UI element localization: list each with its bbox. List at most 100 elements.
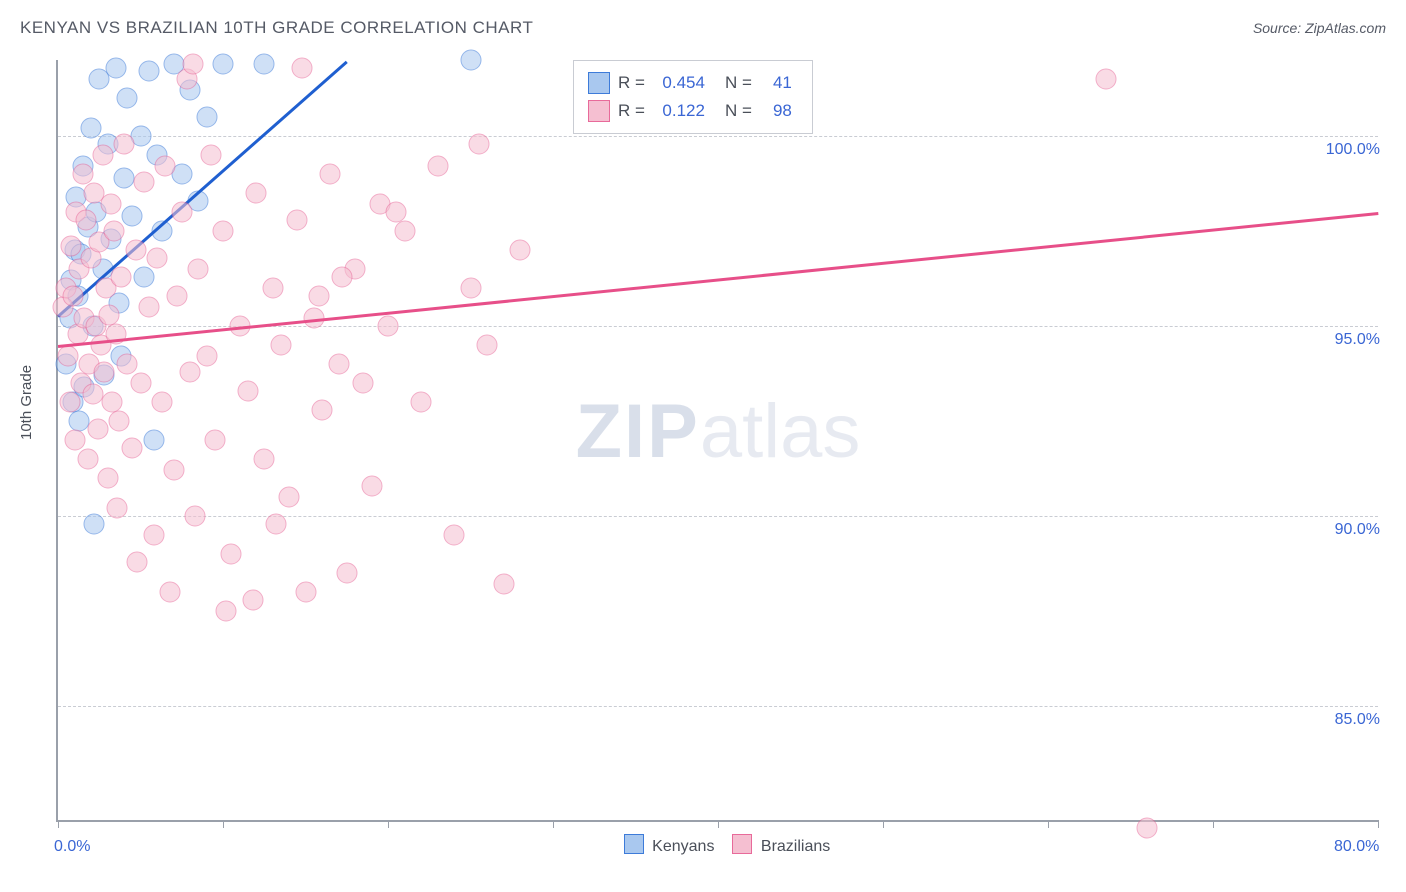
data-point <box>102 392 123 413</box>
x-tick <box>1213 820 1214 828</box>
x-tick <box>58 820 59 828</box>
gridline <box>58 706 1378 707</box>
watermark-strong: ZIP <box>576 389 700 474</box>
y-tick-label: 90.0% <box>1329 521 1380 539</box>
data-point <box>99 304 120 325</box>
data-point <box>147 247 168 268</box>
data-point <box>386 202 407 223</box>
data-point <box>295 582 316 603</box>
data-point <box>82 384 103 405</box>
data-point <box>353 373 374 394</box>
chart-title: KENYAN VS BRAZILIAN 10TH GRADE CORRELATI… <box>20 18 533 38</box>
data-point <box>105 57 126 78</box>
data-point <box>183 53 204 74</box>
legend-label: Kenyans <box>648 838 715 855</box>
data-point <box>427 156 448 177</box>
data-point <box>201 145 222 166</box>
data-point <box>81 118 102 139</box>
data-point <box>171 202 192 223</box>
data-point <box>378 316 399 337</box>
data-point <box>130 373 151 394</box>
data-point <box>109 411 130 432</box>
series-legend: Kenyans Brazilians <box>58 834 1378 856</box>
data-point <box>444 525 465 546</box>
x-tick <box>1048 820 1049 828</box>
data-point <box>216 601 237 622</box>
data-point <box>72 164 93 185</box>
watermark-light: atlas <box>700 389 861 474</box>
x-tick <box>553 820 554 828</box>
data-point <box>477 335 498 356</box>
data-point <box>242 589 263 610</box>
watermark: ZIPatlas <box>576 388 861 475</box>
data-point <box>270 335 291 356</box>
data-point <box>133 266 154 287</box>
stat-n-label: N = <box>725 97 752 125</box>
trend-line <box>58 212 1378 348</box>
data-point <box>163 460 184 481</box>
data-point <box>155 156 176 177</box>
data-point <box>122 437 143 458</box>
legend-swatch <box>588 72 610 94</box>
data-point <box>265 513 286 534</box>
data-point <box>151 392 172 413</box>
legend-swatch <box>624 834 644 854</box>
data-point <box>213 221 234 242</box>
data-point <box>213 53 234 74</box>
data-point <box>133 171 154 192</box>
legend-label: Brazilians <box>756 838 830 855</box>
data-point <box>468 133 489 154</box>
stat-r-label: R = <box>618 69 645 97</box>
data-point <box>460 278 481 299</box>
data-point <box>188 259 209 280</box>
data-point <box>125 240 146 261</box>
data-point <box>262 278 283 299</box>
data-point <box>331 266 352 287</box>
legend-swatch <box>588 100 610 122</box>
data-point <box>510 240 531 261</box>
source-attribution: Source: ZipAtlas.com <box>1253 20 1386 36</box>
stats-legend-row: R =0.122N =98 <box>588 97 792 125</box>
data-point <box>138 61 159 82</box>
data-point <box>336 563 357 584</box>
data-point <box>122 205 143 226</box>
data-point <box>254 449 275 470</box>
data-point <box>77 449 98 470</box>
data-point <box>84 513 105 534</box>
x-tick <box>388 820 389 828</box>
x-tick <box>883 820 884 828</box>
data-point <box>221 544 242 565</box>
data-point <box>97 468 118 489</box>
data-point <box>114 167 135 188</box>
data-point <box>237 380 258 401</box>
data-point <box>308 285 329 306</box>
data-point <box>394 221 415 242</box>
data-point <box>292 57 313 78</box>
data-point <box>114 133 135 154</box>
data-point <box>94 361 115 382</box>
data-point <box>110 266 131 287</box>
data-point <box>204 430 225 451</box>
title-bar: KENYAN VS BRAZILIAN 10TH GRADE CORRELATI… <box>20 18 1386 38</box>
data-point <box>76 209 97 230</box>
legend-swatch <box>732 834 752 854</box>
data-point <box>100 194 121 215</box>
data-point <box>127 551 148 572</box>
y-tick-label: 100.0% <box>1320 141 1380 159</box>
data-point <box>1095 69 1116 90</box>
y-tick-label: 95.0% <box>1329 331 1380 349</box>
data-point <box>312 399 333 420</box>
data-point <box>279 487 300 508</box>
data-point <box>196 346 217 367</box>
data-point <box>59 392 80 413</box>
data-point <box>117 354 138 375</box>
data-point <box>61 236 82 257</box>
stats-legend: R =0.454N =41R =0.122N =98 <box>573 60 813 134</box>
data-point <box>57 346 78 367</box>
y-tick-label: 85.0% <box>1329 711 1380 729</box>
data-point <box>246 183 267 204</box>
data-point <box>180 361 201 382</box>
data-point <box>64 430 85 451</box>
stat-n-label: N = <box>725 69 752 97</box>
data-point <box>138 297 159 318</box>
